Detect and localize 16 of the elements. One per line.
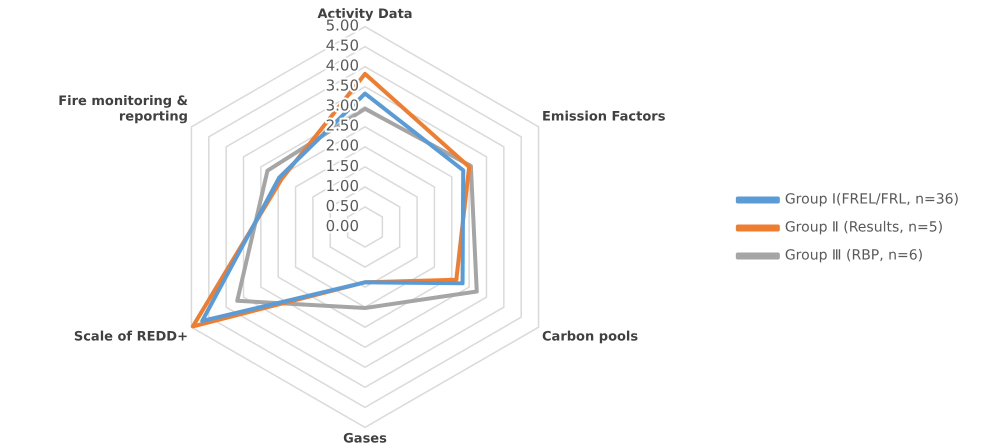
- legend-label: Group Ⅰ(FREL/FRL, n=36): [784, 192, 960, 208]
- spoke-label: Emission Factors: [542, 109, 666, 124]
- y-tick-label: 4.50: [326, 36, 359, 55]
- y-tick-label: 2.00: [326, 136, 359, 155]
- legend-label: Group Ⅱ (Results, n=5): [784, 220, 944, 236]
- spoke-label: Gases: [343, 432, 388, 447]
- spoke-label: Fire monitoring & reporting: [58, 94, 188, 124]
- y-tick-label: 4.00: [326, 56, 359, 75]
- y-tick-label: 0.00: [326, 216, 359, 235]
- spoke-label: Carbon pools: [542, 329, 638, 344]
- spoke-label: Scale of REDD+: [74, 329, 188, 344]
- y-tick-label: 0.50: [326, 196, 359, 215]
- legend-label: Group Ⅲ (RBP, n=6): [784, 248, 924, 264]
- y-tick-label: 1.50: [326, 156, 359, 175]
- spoke-label: Activity Data: [317, 7, 413, 22]
- y-tick-label: 1.00: [326, 176, 359, 195]
